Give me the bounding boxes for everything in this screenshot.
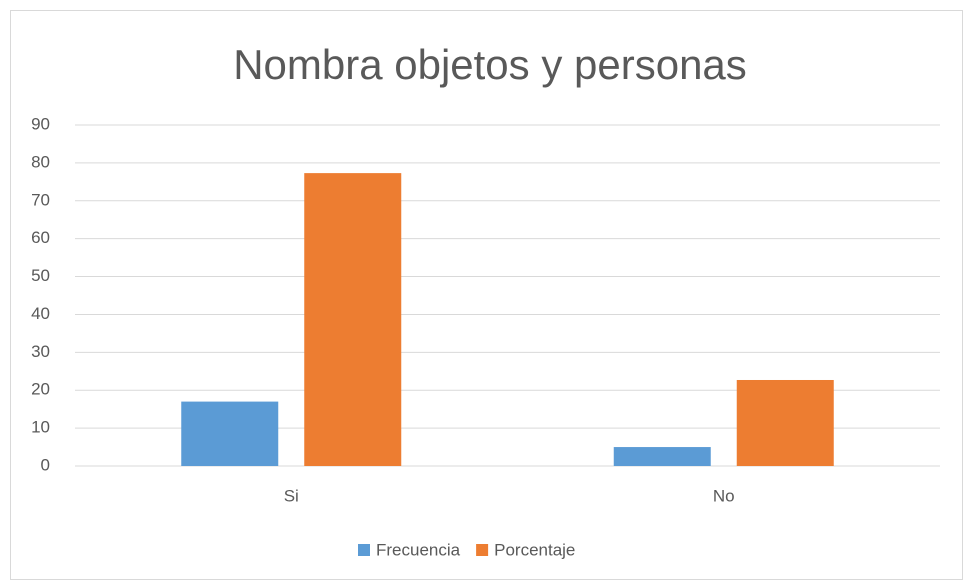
legend-swatch bbox=[358, 544, 370, 556]
y-tick-label: 0 bbox=[41, 455, 50, 474]
y-tick-label: 50 bbox=[31, 266, 50, 285]
bar bbox=[736, 379, 834, 466]
legend-label: Frecuencia bbox=[376, 540, 461, 559]
bar bbox=[181, 401, 279, 466]
legend-swatch bbox=[476, 544, 489, 556]
y-tick-label: 90 bbox=[31, 114, 50, 133]
chart-title: Nombra objetos y personas bbox=[233, 41, 747, 88]
bar bbox=[304, 173, 402, 466]
bar bbox=[613, 447, 711, 466]
y-tick-label: 80 bbox=[31, 152, 50, 171]
y-tick-label: 30 bbox=[31, 342, 50, 361]
y-tick-label: 10 bbox=[31, 418, 50, 437]
y-tick-label: 20 bbox=[31, 380, 50, 399]
y-tick-label: 70 bbox=[31, 190, 50, 209]
x-tick-label: Si bbox=[284, 486, 299, 505]
x-tick-label: No bbox=[713, 486, 735, 505]
y-tick-label: 60 bbox=[31, 228, 50, 247]
chart-border bbox=[10, 10, 963, 580]
legend-label: Porcentaje bbox=[494, 540, 575, 559]
y-tick-label: 40 bbox=[31, 304, 50, 323]
